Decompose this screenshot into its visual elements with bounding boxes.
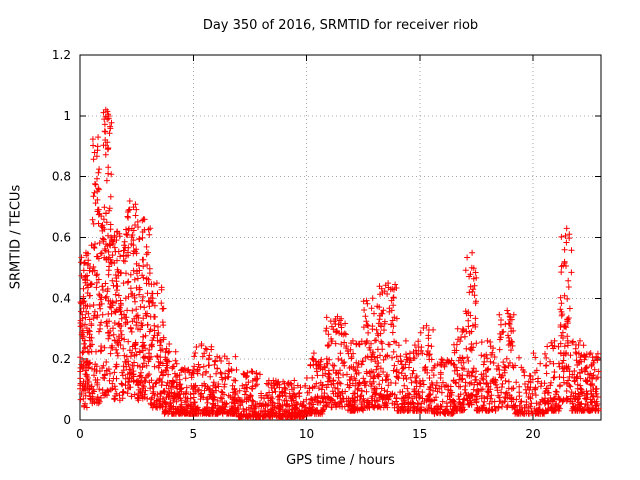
y-tick-label: 0.8 — [52, 170, 71, 184]
y-tick-label: 0.6 — [52, 231, 71, 245]
x-tick-label: 20 — [525, 427, 540, 441]
y-tick-label: 0.4 — [52, 291, 71, 305]
tick-labels: 0 5 10 15 20 0 0.2 0.4 0.6 0.8 1 1.2 — [52, 48, 541, 441]
x-tick-label: 15 — [412, 427, 427, 441]
x-tick-label: 0 — [76, 427, 84, 441]
x-axis-label: GPS time / hours — [286, 453, 395, 468]
y-tick-label: 1 — [63, 109, 71, 123]
y-axis-label: SRMTID / TECUs — [8, 184, 24, 290]
x-tick-label: 5 — [189, 427, 197, 441]
y-tick-label: 0.2 — [52, 352, 71, 366]
x-tick-label: 10 — [299, 427, 314, 441]
chart-title: Day 350 of 2016, SRMTID for receiver rio… — [202, 18, 479, 33]
y-tick-label: 1.2 — [52, 48, 71, 62]
scatter-points — [77, 106, 602, 420]
y-tick-label: 0 — [63, 413, 71, 427]
